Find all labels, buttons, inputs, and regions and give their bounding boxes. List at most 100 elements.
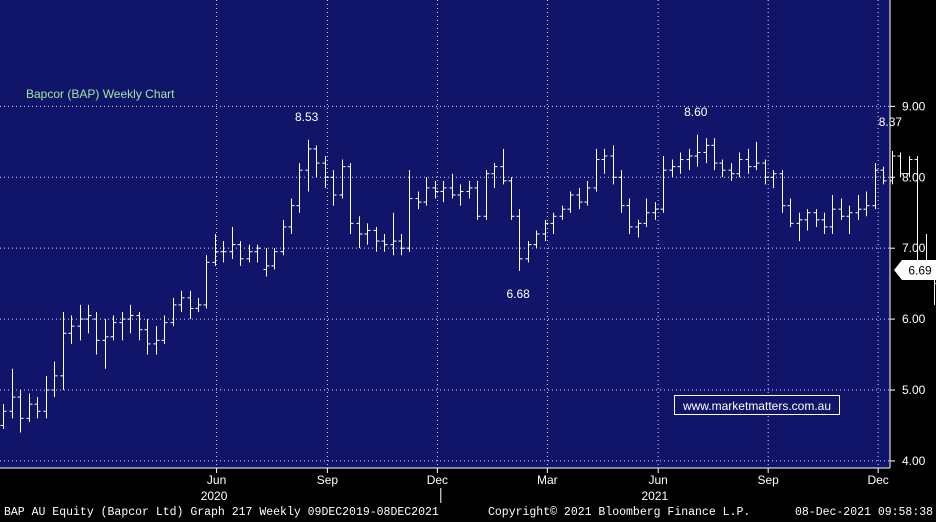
ohlc-bar	[119, 312, 126, 341]
x-tick-label: Sep	[317, 473, 339, 487]
ohlc-bar	[339, 159, 346, 199]
ohlc-bar	[229, 226, 236, 259]
ohlc-bar	[669, 159, 676, 178]
ohlc-bar	[703, 138, 710, 164]
ohlc-bar	[415, 191, 422, 210]
ohlc-bar	[263, 248, 270, 277]
last-price-tag: 6.69	[894, 260, 936, 281]
x-tick-label: Jun	[207, 473, 226, 487]
ohlc-bar	[711, 138, 718, 171]
ohlc-bar	[745, 148, 752, 174]
ohlc-bar	[60, 312, 67, 390]
ohlc-bar	[855, 195, 862, 220]
ohlc-bar	[660, 156, 667, 213]
ohlc-bar	[897, 152, 904, 178]
y-tick-label: 6.00	[902, 312, 926, 326]
ohlc-bar	[364, 223, 371, 245]
ohlc-bar	[77, 304, 84, 341]
ohlc-bar	[68, 315, 75, 344]
ohlc-bar	[736, 152, 743, 178]
ohlc-bar	[288, 198, 295, 234]
year-label: 2020	[201, 489, 228, 503]
ohlc-bar	[542, 219, 549, 242]
ohlc-bar	[280, 219, 287, 256]
ohlc-bar	[237, 241, 244, 266]
ohlc-bar	[144, 319, 151, 355]
annotation-high-late-2021: 8.37	[878, 115, 903, 130]
ohlc-bar	[17, 390, 24, 433]
footer-timestamp: 08-Dec-2021 09:58:38	[795, 506, 934, 519]
ohlc-bar	[719, 159, 726, 178]
ohlc-bar	[550, 212, 557, 234]
ohlc-bar	[34, 397, 41, 419]
ohlc-bar	[804, 209, 811, 231]
x-tick-label: Sep	[757, 473, 779, 487]
ohlc-bar	[829, 195, 836, 234]
ohlc-bar	[9, 368, 16, 419]
x-tick-label: Mar	[537, 473, 558, 487]
ohlc-bar	[423, 177, 430, 206]
ohlc-bar	[728, 163, 735, 181]
ohlc-bar	[347, 163, 354, 234]
ohlc-bar	[51, 361, 58, 398]
ohlc-bar	[381, 234, 388, 252]
ohlc-bar	[584, 180, 591, 206]
ohlc-bar	[787, 198, 794, 227]
ohlc-bar	[43, 375, 50, 419]
ohlc-bar	[474, 180, 481, 220]
ohlc-bar	[610, 145, 617, 185]
ohlc-bar	[390, 212, 397, 256]
ohlc-bar	[559, 205, 566, 220]
ohlc-bar	[212, 234, 219, 266]
footer-security: BAP AU Equity (Bapcor Ltd) Graph 217 Wee…	[4, 506, 439, 519]
ohlc-bar	[110, 315, 117, 341]
ohlc-bar	[779, 170, 786, 213]
chart-title: Bapcor (BAP) Weekly Chart	[26, 87, 175, 101]
ohlc-bar	[567, 191, 574, 213]
annotation-high-2020: 8.53	[294, 109, 319, 124]
x-tick-label: Dec	[427, 473, 448, 487]
y-tick-label: 8.00	[902, 170, 926, 184]
ohlc-bar	[491, 163, 498, 188]
ohlc-bar	[322, 156, 329, 188]
ohlc-bar	[643, 198, 650, 227]
ohlc-bar	[246, 244, 253, 263]
ohlc-bar	[635, 219, 642, 238]
ohlc-bar	[593, 148, 600, 192]
ohlc-bar	[838, 198, 845, 220]
ohlc-bar	[313, 145, 320, 178]
ohlc-bar	[195, 297, 202, 312]
annotation-high-2021: 8.60	[684, 104, 708, 119]
ohlc-bar	[187, 290, 194, 320]
ohlc-bar	[525, 241, 532, 263]
ohlc-bar	[127, 304, 134, 334]
ohlc-bar	[330, 170, 337, 206]
ohlc-bar	[516, 209, 523, 271]
ohlc-bar	[449, 173, 456, 199]
ohlc-bar	[356, 216, 363, 249]
ohlc-bar	[796, 212, 803, 242]
ohlc-bar	[153, 326, 160, 355]
y-tick-label: 5.00	[902, 383, 926, 397]
ohlc-bar	[440, 180, 447, 203]
source-link[interactable]: www.marketmatters.com.au	[674, 395, 840, 415]
ohlc-bar	[770, 170, 777, 188]
ohlc-bar	[296, 163, 303, 213]
ohlc-bar	[136, 312, 143, 341]
ohlc-bar	[203, 255, 210, 309]
ohlc-bar	[872, 163, 879, 210]
ohlc-bar	[483, 170, 490, 220]
ohlc-bar	[398, 234, 405, 256]
ohlc-bar	[406, 170, 413, 252]
ohlc-bar	[863, 191, 870, 217]
y-tick-label: 7.00	[902, 241, 926, 255]
ohlc-bar	[762, 159, 769, 185]
ohlc-bar	[85, 304, 92, 334]
last-price-label: 6.69	[908, 264, 932, 278]
ohlc-bar	[305, 139, 312, 192]
footer-bar: BAP AU Equity (Bapcor Ltd) Graph 217 Wee…	[0, 503, 936, 522]
ohlc-bar	[601, 148, 608, 174]
ohlc-bar	[170, 297, 177, 327]
ohlc-bar	[432, 180, 439, 199]
